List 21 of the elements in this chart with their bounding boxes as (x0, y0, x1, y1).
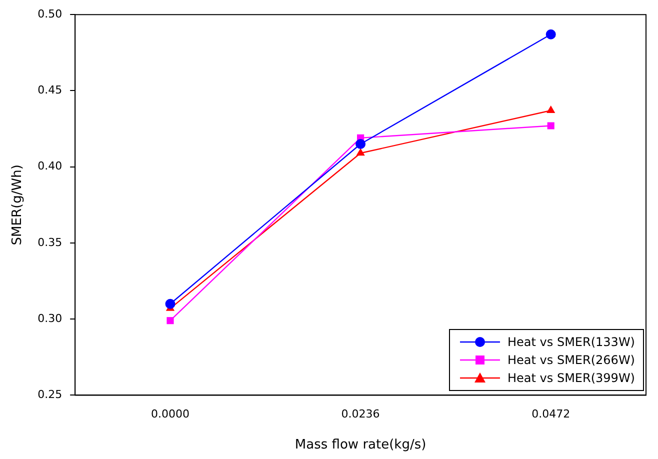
y-tick-label: 0.50 (38, 7, 62, 20)
legend-label: Heat vs SMER(399W) (508, 371, 635, 386)
point (166, 317, 174, 324)
point (165, 298, 176, 309)
x-tick-label: 0.0000 (150, 408, 190, 421)
point (546, 106, 556, 114)
x-axis-title: Mass flow rate(kg/s) (294, 438, 426, 453)
y-tick-label: 0.30 (38, 312, 62, 325)
x-tick-label: 0.0472 (532, 408, 570, 421)
y-tick-label: 0.35 (38, 236, 62, 249)
point (547, 122, 554, 130)
x-tick-label: 0.0236 (341, 408, 380, 421)
point (546, 29, 556, 40)
legend-label: Heat vs SMER(266W) (508, 353, 635, 368)
point (356, 148, 365, 156)
y-tick-label: 0.25 (38, 388, 62, 402)
y-tick-label: 0.40 (38, 160, 62, 173)
y-axis-title: SMER(g/Wh) (10, 164, 26, 246)
point (356, 139, 366, 150)
y-tick-label: 0.45 (38, 84, 62, 97)
legend-label: Heat vs SMER(133W) (508, 335, 635, 350)
